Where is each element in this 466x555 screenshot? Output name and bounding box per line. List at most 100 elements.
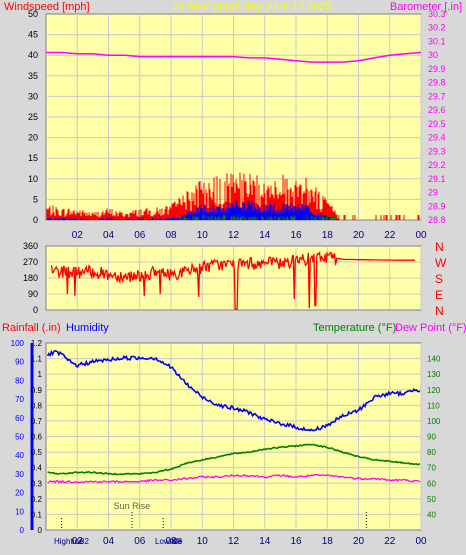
- rainfall-y-tick: 0.3: [31, 479, 43, 488]
- barometer-y-tick: 29: [428, 188, 438, 198]
- dew-point-axis-header: Dew Point (°F): [395, 322, 466, 334]
- temperature-y-tick: 40: [427, 510, 436, 519]
- rainfall-y-tick: 1.1: [31, 355, 43, 364]
- humidity-line: [46, 349, 421, 432]
- hightide-label: Hightide: [54, 537, 84, 546]
- wind-y-tick: 40: [28, 50, 38, 60]
- temperature-chart: 0 10 20 30 40 50 60 70 80 90 100 0 0.1 0.2 0.3 0.4 0.5 0.…: [11, 339, 441, 547]
- temperature-time-tick: 08: [165, 536, 177, 547]
- wind-y-tick: 5: [33, 194, 38, 204]
- wind-y-tick: 0: [33, 215, 38, 225]
- humidity-y-tick: 50: [15, 433, 24, 442]
- barometer-y-tick: 29.9: [428, 64, 446, 74]
- wind-y-tick: 25: [28, 112, 38, 122]
- rainfall-y-tick: 1.2: [31, 339, 43, 348]
- wind-average-bars: [47, 200, 339, 220]
- temperature-y-tick: 90: [427, 433, 436, 442]
- barometer-y-tick: 30.1: [428, 36, 446, 46]
- compass-label: N: [435, 240, 444, 254]
- temperature-y-tick: 110: [427, 401, 440, 410]
- barometer-y-tick: 29.7: [428, 91, 446, 101]
- rainfall-y-tick: 0.2: [31, 495, 43, 504]
- temperature-time-tick: 02: [72, 536, 84, 547]
- barometer-y-tick: 28.9: [428, 201, 446, 211]
- wind-chart: 0 5 10 15 20 25 30 35 40 45 50 28.8 28.9 29 29.1 29.2 29…: [28, 9, 446, 241]
- wind-y-tick: 45: [28, 30, 38, 40]
- temperature-time-tick: 06: [134, 536, 146, 547]
- rainfall-y-tick: 0.7: [31, 417, 43, 426]
- barometer-y-tick: 29.5: [428, 119, 446, 129]
- rainfall-y-tick: 1: [38, 370, 43, 379]
- wind-time-tick: 16: [290, 230, 302, 241]
- wind-y-tick: 20: [28, 133, 38, 143]
- rainfall-y-tick: 0.9: [31, 386, 43, 395]
- barometer-y-tick: 29.8: [428, 78, 446, 88]
- temperature-y-tick: 100: [427, 417, 441, 426]
- humidity-y-tick: 60: [15, 414, 24, 423]
- wind-time-tick: 06: [134, 230, 146, 241]
- temperature-line: [47, 443, 421, 476]
- wind-time-tick: 12: [228, 230, 240, 241]
- wind-time-tick: 14: [259, 230, 271, 241]
- wind-y-tick: 10: [28, 174, 38, 184]
- barometer-y-tick: 29.4: [428, 133, 446, 143]
- wind-time-tick: 22: [384, 230, 396, 241]
- rainfall-axis-header: Rainfall (.in): [2, 322, 61, 334]
- wind-time-tick: 20: [353, 230, 365, 241]
- wind-time-tick: 08: [165, 230, 177, 241]
- compass-label: W: [435, 256, 447, 270]
- temperature-y-tick: 80: [427, 448, 436, 457]
- humidity-y-tick: 20: [15, 489, 24, 498]
- temperature-y-tick: 50: [427, 495, 436, 504]
- lowtide-time: 08: [173, 537, 182, 546]
- rainfall-y-tick: 0.1: [31, 510, 43, 519]
- humidity-y-tick: 80: [15, 376, 24, 385]
- temperature-axis-header: Temperature (°F): [313, 322, 396, 334]
- graph-date-title: 24 hour graph day June 12 2025: [172, 1, 331, 13]
- temperature-y-tick: 140: [427, 355, 441, 364]
- barometer-y-tick: 28.8: [428, 215, 446, 225]
- wind-time-tick: 04: [103, 230, 115, 241]
- barometer-y-tick: 29.2: [428, 160, 446, 170]
- direction-y-tick: 360: [23, 241, 38, 251]
- humidity-y-tick: 0: [20, 526, 25, 535]
- barometer-y-tick: 29.3: [428, 146, 446, 156]
- rainfall-y-tick: 0: [38, 526, 43, 535]
- wind-time-tick: 02: [72, 230, 84, 241]
- barometer-y-tick: 30.3: [428, 9, 446, 19]
- sunrise-label: Sun Rise: [114, 501, 151, 511]
- compass-label: S: [435, 272, 443, 286]
- direction-y-tick: 180: [23, 273, 38, 283]
- temperature-time-tick: 10: [197, 536, 209, 547]
- temperature-time-tick: 20: [353, 536, 365, 547]
- rainfall-y-tick: 0.5: [31, 448, 43, 457]
- hightide-time: 02: [80, 537, 89, 546]
- direction-y-tick: 270: [23, 257, 38, 267]
- temperature-time-tick: 14: [259, 536, 271, 547]
- wind-direction-line: [50, 250, 415, 310]
- humidity-y-tick: 30: [15, 470, 24, 479]
- temperature-y-tick: 130: [427, 370, 441, 379]
- dew-point-line: [47, 473, 421, 484]
- lowtide-label: Lowtide: [155, 537, 183, 546]
- wind-time-tick: 10: [197, 230, 209, 241]
- compass-label: E: [435, 288, 443, 302]
- temperature-y-tick: 60: [427, 479, 436, 488]
- direction-y-tick: 90: [28, 289, 38, 299]
- barometer-axis-header: Barometer [.in]: [390, 1, 462, 13]
- humidity-y-tick: 70: [15, 395, 24, 404]
- humidity-y-tick: 90: [15, 358, 24, 367]
- wind-axis-header: Windspeed [mph]: [4, 1, 90, 13]
- wind-y-tick: 15: [28, 153, 38, 163]
- barometer-y-tick: 29.6: [428, 105, 446, 115]
- rainfall-y-tick: 0.6: [31, 433, 43, 442]
- wind-time-tick: 00: [415, 230, 427, 241]
- compass-label: N: [435, 304, 444, 318]
- wind-y-tick: 50: [28, 9, 38, 19]
- barometer-y-tick: 29.1: [428, 174, 446, 184]
- temperature-time-tick: 12: [228, 536, 240, 547]
- rainfall-y-tick: 0.4: [31, 464, 43, 473]
- barometer-line: [46, 51, 422, 63]
